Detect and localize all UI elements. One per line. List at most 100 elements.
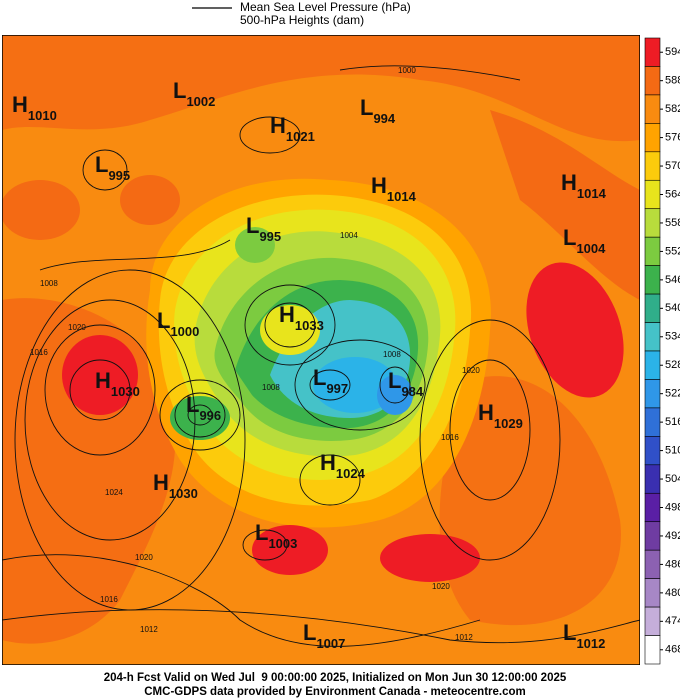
center-value: 995	[108, 168, 130, 183]
colorbar-swatch	[644, 151, 661, 181]
colorbar-label: 486	[665, 558, 680, 570]
colorbar-label: 552	[665, 245, 680, 257]
center-value: 997	[326, 381, 348, 396]
center-type: L	[303, 620, 316, 645]
pressure-center: L1003	[255, 520, 297, 551]
height-region	[2, 180, 80, 240]
center-type: L	[360, 95, 373, 120]
center-value: 1012	[576, 636, 605, 651]
contour-label: 1012	[455, 633, 473, 642]
colorbar-swatch	[644, 464, 661, 494]
colorbar-swatch	[644, 635, 661, 665]
colorbar-label: 480	[665, 587, 680, 599]
contour-label: 1024	[105, 488, 123, 497]
center-value: 984	[401, 384, 423, 399]
colorbar-swatch	[644, 578, 661, 608]
center-value: 1007	[316, 636, 345, 651]
pressure-center: L994	[360, 95, 396, 126]
center-value: 994	[373, 111, 395, 126]
colorbar-label: 468	[665, 644, 680, 656]
height-region	[526, 262, 624, 398]
height-region	[377, 375, 413, 415]
center-type: L	[186, 392, 199, 417]
colorbar-label: 474	[665, 615, 680, 627]
pressure-center: H1024	[320, 450, 366, 481]
pressure-center: L984	[388, 368, 424, 399]
colorbar-swatch	[644, 37, 661, 67]
height-region	[235, 227, 275, 263]
center-value: 1004	[576, 241, 606, 256]
colorbar-label: 588	[665, 75, 680, 87]
pressure-center: L995	[246, 213, 281, 244]
center-value: 1010	[28, 108, 57, 123]
pressure-center: L996	[186, 392, 221, 423]
height-region	[62, 335, 138, 415]
center-value: 1029	[494, 416, 523, 431]
colorbar: 594 588 582 576 570 564 558 552 546 540 534 528 522 5…	[644, 37, 680, 665]
legend-fill-label: 500-hPa Heights (dam)	[240, 13, 364, 27]
pressure-center: L1012	[563, 620, 605, 651]
center-type: L	[313, 365, 326, 390]
colorbar-label: 492	[665, 530, 680, 542]
center-type: L	[246, 213, 259, 238]
legend-line-label: Mean Sea Level Pressure (hPa)	[240, 0, 411, 14]
center-type: H	[95, 368, 111, 393]
height-region	[120, 175, 180, 225]
center-type: L	[95, 152, 108, 177]
height-region	[380, 534, 480, 582]
pressure-center: H1014	[371, 173, 417, 204]
colorbar-label: 510	[665, 444, 680, 456]
colorbar-swatch	[644, 236, 661, 266]
pressure-center: L995	[95, 152, 130, 183]
colorbar-swatch	[644, 94, 661, 124]
pressure-center: L1000	[157, 308, 199, 339]
footer-line: 204-h Fcst Valid on Wed Jul 9 00:00:00 2…	[104, 672, 567, 684]
colorbar-swatch	[644, 208, 661, 238]
colorbar-label: 564	[665, 188, 680, 200]
center-value: 995	[259, 229, 281, 244]
height-region	[252, 525, 328, 575]
colorbar-label: 504	[665, 473, 680, 485]
footer-line: CMC-GDPS data provided by Environment Ca…	[144, 686, 526, 698]
pressure-center: L1007	[303, 620, 345, 651]
colorbar-swatch	[644, 521, 661, 551]
contour-label: 1020	[135, 553, 153, 562]
colorbar-swatch	[644, 123, 661, 153]
colorbar-swatch	[644, 492, 661, 523]
colorbar-swatch	[644, 407, 661, 437]
pressure-center: H1030	[153, 470, 198, 501]
pressure-center: H1021	[270, 113, 315, 144]
contour-label: 1008	[40, 279, 58, 288]
colorbar-label: 576	[665, 131, 680, 143]
pressure-center: L1002	[173, 78, 215, 109]
center-value: 1014	[387, 189, 417, 204]
pressure-center: H1010	[12, 92, 57, 123]
colorbar-label: 582	[665, 103, 680, 115]
contour-label: 1020	[432, 582, 450, 591]
pressure-center: H1033	[279, 302, 324, 333]
center-type: H	[371, 173, 387, 198]
height-region	[439, 376, 621, 626]
colorbar-label: 558	[665, 217, 680, 229]
center-type: L	[157, 308, 170, 333]
contour-label: 1020	[462, 366, 480, 375]
colorbar-swatch	[644, 293, 661, 323]
contour-label: 1012	[140, 625, 158, 634]
center-value: 1024	[336, 466, 366, 481]
height-region	[313, 357, 397, 413]
colorbar-swatch	[644, 379, 661, 409]
colorbar-label: 498	[665, 501, 680, 513]
center-type: L	[563, 620, 576, 645]
colorbar-label: 594	[665, 46, 680, 58]
center-type: L	[255, 520, 268, 545]
contour-label: 1020	[68, 323, 86, 332]
center-value: 1033	[295, 318, 324, 333]
colorbar-label: 534	[665, 331, 680, 343]
contour-label: 1000	[398, 66, 416, 75]
colorbar-swatch	[644, 179, 661, 210]
colorbar-label: 516	[665, 416, 680, 428]
